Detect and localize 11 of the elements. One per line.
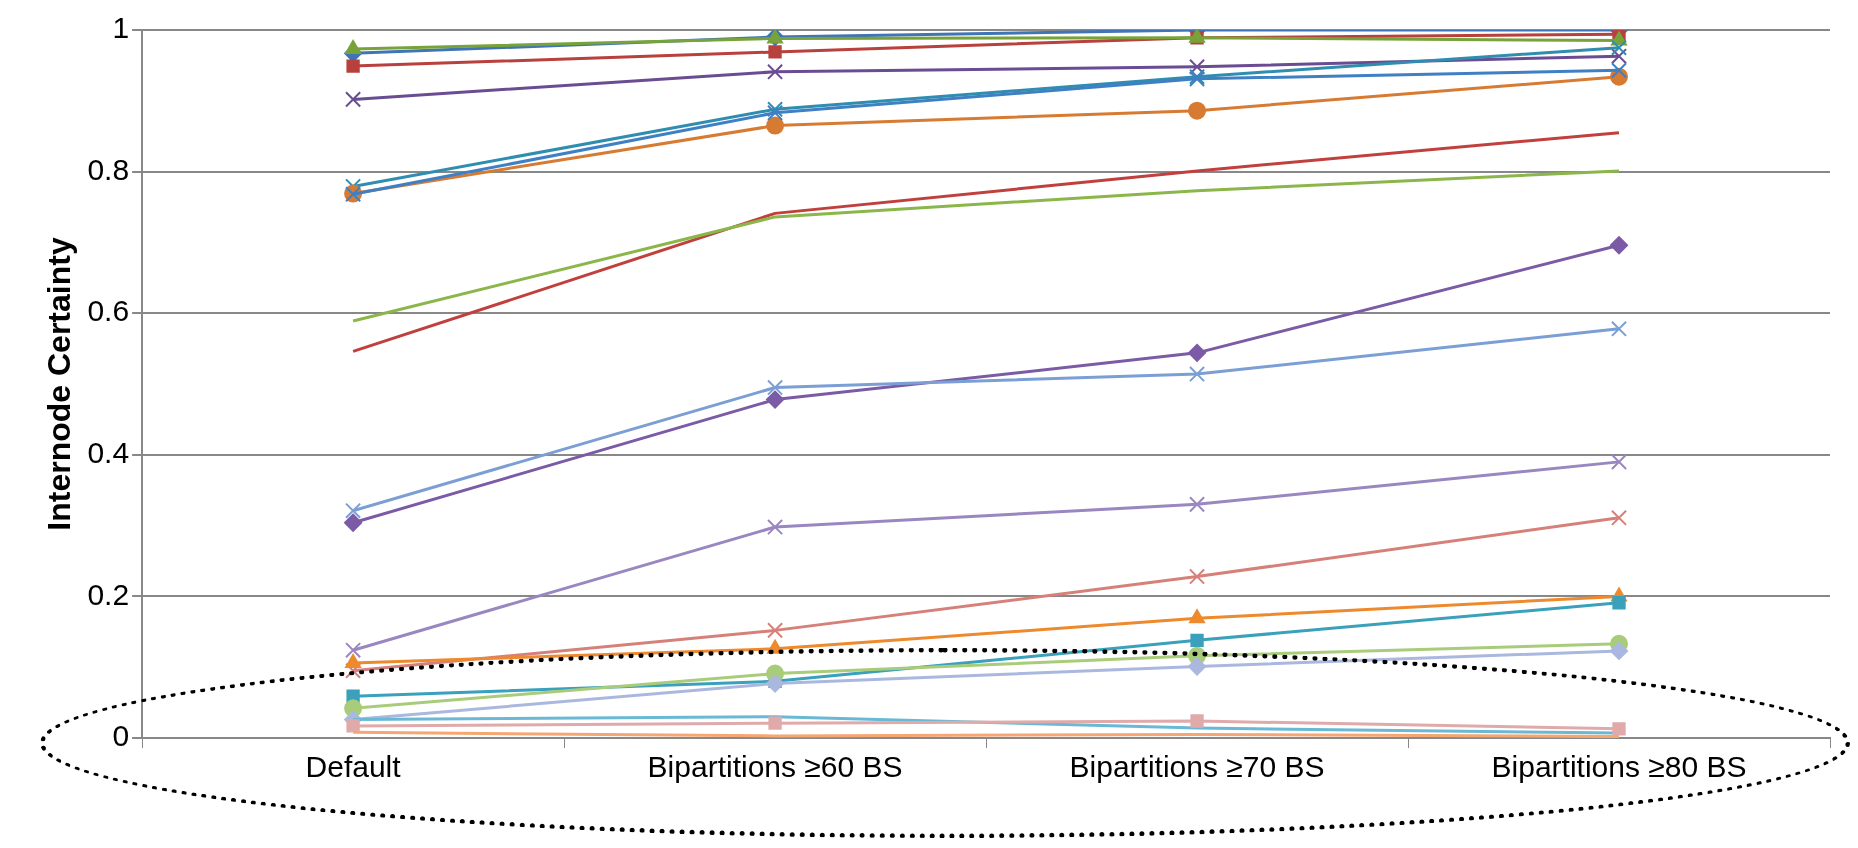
y-tick-label: 0.8 (87, 152, 130, 186)
y-tick-label: 0.6 (87, 294, 130, 328)
y-tick-label: 0.4 (87, 436, 130, 470)
y-tick-label: 0.2 (87, 577, 130, 611)
y-tick-label: 1 (112, 11, 130, 45)
x-tick-label: Bipartitions ≥60 BS (647, 750, 903, 784)
y-tick-label: 0 (112, 719, 130, 753)
x-tick-label: Default (305, 750, 402, 784)
y-axis-title: Internode Certainty (41, 237, 78, 531)
x-tick-label: Bipartitions ≥80 BS (1491, 750, 1747, 784)
x-tick-label: Bipartitions ≥70 BS (1069, 750, 1325, 784)
